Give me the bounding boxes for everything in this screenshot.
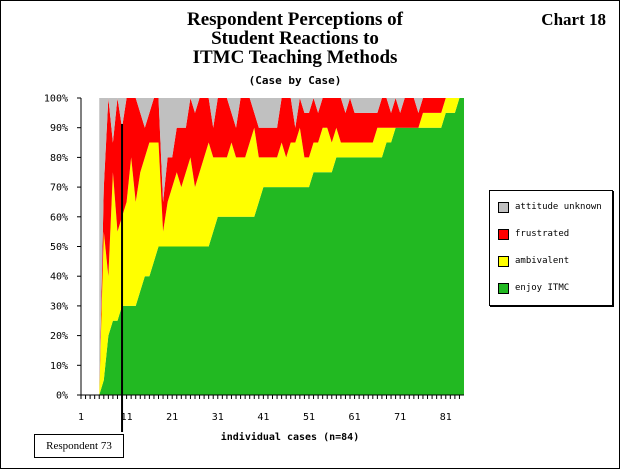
chart-title-line-2: Student Reactions to	[211, 28, 379, 49]
y-tick-label: 10%	[50, 361, 68, 372]
x-axis-label: individual cases (n=84)	[220, 432, 360, 443]
legend-swatch-frustrated	[498, 228, 509, 240]
y-tick-label: 80%	[50, 153, 68, 164]
chart-title-line-3: ITMC Teaching Methods	[192, 47, 398, 68]
series-area-ambivalent	[99, 98, 464, 395]
legend-swatch-enjoy-itmc	[498, 282, 509, 294]
legend-label-frustrated: frustrated	[515, 229, 570, 239]
y-tick-label: 70%	[50, 183, 68, 194]
legend-swatch-attitude-unknown	[498, 201, 509, 213]
legend-item-enjoy-itmc: enjoy ITMC	[498, 281, 569, 295]
y-tick-label: 30%	[50, 301, 68, 312]
x-tick-label: 11	[121, 412, 133, 423]
y-tick-label: 20%	[50, 331, 68, 342]
series-area-enjoy-itmc	[99, 98, 464, 395]
legend-item-ambivalent: ambivalent	[498, 254, 569, 268]
chart-number: Chart 18	[541, 10, 606, 29]
x-tick-label: 1	[78, 412, 84, 423]
x-tick-label: 31	[212, 412, 224, 423]
x-tick-label: 41	[257, 412, 269, 423]
legend-swatch-ambivalent	[498, 255, 509, 267]
y-tick-label: 60%	[50, 212, 68, 223]
x-tick-label: 81	[440, 412, 452, 423]
respondent-callout: Respondent 73	[34, 434, 124, 458]
x-tick-label: 21	[166, 412, 178, 423]
series-area-frustrated	[99, 98, 464, 395]
y-tick-label: 40%	[50, 272, 68, 283]
legend-item-attitude-unknown: attitude unknown	[498, 200, 602, 214]
legend-label-enjoy-itmc: enjoy ITMC	[515, 283, 570, 293]
legend-label-attitude-unknown: attitude unknown	[515, 202, 602, 212]
x-tick-label: 61	[349, 412, 361, 423]
legend: attitude unknown frustrated ambivalent e…	[489, 190, 613, 306]
y-tick-label: 50%	[50, 242, 68, 253]
y-tick-label: 0%	[56, 391, 68, 402]
x-tick-label: 51	[303, 412, 315, 423]
y-tick-label: 90%	[50, 123, 68, 134]
legend-item-frustrated: frustrated	[498, 227, 569, 241]
y-tick-label: 100%	[44, 94, 68, 105]
chart-title: Respondent Perceptions of Student Reacti…	[130, 10, 460, 67]
chart-title-line-1: Respondent Perceptions of	[186, 9, 404, 30]
x-tick-label: 71	[394, 412, 406, 423]
chart-subtitle: (Case by Case)	[248, 74, 342, 87]
legend-label-ambivalent: ambivalent	[515, 256, 570, 266]
